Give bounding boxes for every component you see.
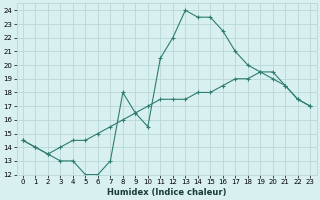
X-axis label: Humidex (Indice chaleur): Humidex (Indice chaleur) [107, 188, 226, 197]
